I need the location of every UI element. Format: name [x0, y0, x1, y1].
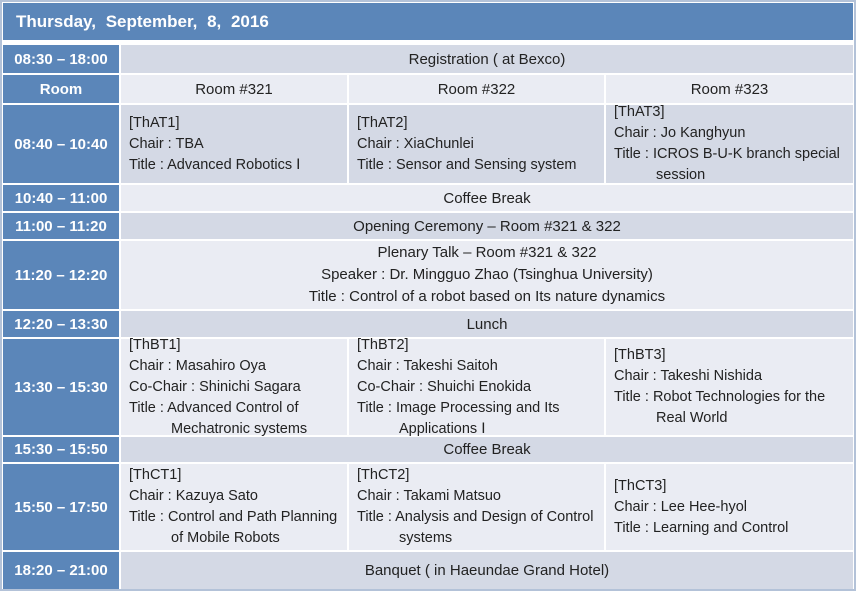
session-code: [ThAT2]	[357, 114, 408, 131]
plenary-speaker: Speaker : Dr. Mingguo Zhao (Tsinghua Uni…	[321, 266, 653, 283]
room-323-header: Room #323	[606, 75, 853, 103]
time-lunch: 12:20 – 13:30	[3, 311, 119, 337]
session-chair: Chair : Jo Kanghyun	[614, 125, 746, 141]
session-code: [ThAT3]	[614, 104, 665, 120]
session-code: [ThCT3]	[614, 477, 667, 494]
session-title-wrap: Applications Ⅰ	[399, 420, 486, 437]
session-cell-thbt1: [ThBT1] Chair : Masahiro Oya Co-Chair : …	[121, 337, 347, 437]
time-session-c: 15:50 – 17:50	[3, 464, 119, 550]
time-session-a: 08:40 – 10:40	[3, 105, 119, 183]
session-title: Title : Advanced Control of	[129, 399, 299, 416]
session-chair: Chair : Takeshi Nishida	[614, 368, 763, 384]
session-code: [ThBT2]	[357, 336, 409, 353]
session-title-wrap: of Mobile Robots	[171, 530, 280, 546]
session-cell-that1: [ThAT1] Chair : TBA Title : Advanced Rob…	[121, 105, 347, 183]
room-321-header: Room #321	[121, 75, 347, 103]
room-322-header: Room #322	[349, 75, 604, 103]
session-code: [ThBT3]	[614, 347, 666, 363]
time-registration: 08:30 – 18:00	[3, 45, 119, 73]
session-code: [ThAT1]	[129, 114, 180, 131]
time-coffee-2: 15:30 – 15:50	[3, 437, 119, 462]
opening-ceremony-cell: Opening Ceremony – Room #321 & 322	[121, 213, 853, 239]
session-title: Title : Advanced Robotics Ⅰ	[129, 156, 301, 173]
session-chair: Chair : Kazuya Sato	[129, 488, 258, 504]
coffee-break-1-cell: Coffee Break	[121, 185, 853, 211]
session-cell-thct1: [ThCT1] Chair : Kazuya Sato Title : Cont…	[121, 464, 347, 550]
lunch-cell: Lunch	[121, 311, 853, 337]
session-chair: Chair : TBA	[129, 135, 204, 152]
session-chair: Chair : Takami Matsuo	[357, 488, 501, 504]
time-banquet: 18:20 – 21:00	[3, 552, 119, 589]
session-chair: Chair : Lee Hee-hyol	[614, 498, 747, 515]
session-cell-thct3: [ThCT3] Chair : Lee Hee-hyol Title : Lea…	[606, 464, 853, 550]
time-session-b: 13:30 – 15:30	[3, 339, 119, 435]
session-cell-thbt2: [ThBT2] Chair : Takeshi Saitoh Co-Chair …	[349, 337, 604, 437]
session-title-wrap: Mechatronic systems	[171, 420, 308, 437]
session-chair: Chair : Masahiro Oya	[129, 357, 266, 374]
session-code: [ThBT1]	[129, 336, 181, 353]
session-cochair: Co-Chair : Shinichi Sagara	[129, 378, 301, 395]
session-chair: Chair : XiaChunlei	[357, 135, 474, 152]
registration-cell: Registration ( at Bexco)	[121, 45, 853, 73]
coffee-break-2-cell: Coffee Break	[121, 437, 853, 462]
banquet-cell: Banquet ( in Haeundae Grand Hotel)	[121, 552, 853, 589]
session-title: Title : ICROS B-U-K branch special	[614, 146, 840, 162]
session-cochair: Co-Chair : Shuichi Enokida	[357, 378, 532, 395]
session-cell-that3: [ThAT3] Chair : Jo Kanghyun Title : ICRO…	[606, 104, 853, 183]
plenary-talk-cell: Plenary Talk – Room #321 & 322 Speaker :…	[121, 241, 853, 309]
session-code: [ThCT1]	[129, 467, 182, 483]
session-cell-that2: [ThAT2] Chair : XiaChunlei Title : Senso…	[349, 105, 604, 183]
page-title: Thursday, September, 8, 2016	[3, 3, 853, 40]
session-title: Title : Control and Path Planning	[129, 509, 338, 525]
plenary-topic: Title : Control of a robot based on Its …	[308, 288, 666, 305]
session-chair: Chair : Takeshi Saitoh	[357, 357, 498, 374]
schedule-grid: 08:30 – 18:00 Registration ( at Bexco) R…	[3, 45, 853, 589]
plenary-title: Plenary Talk – Room #321 & 322	[377, 244, 597, 261]
time-coffee-1: 10:40 – 11:00	[3, 185, 119, 211]
session-title-wrap: Real World	[656, 410, 728, 426]
session-title: Title : Learning and Control	[614, 519, 789, 536]
time-plenary: 11:20 – 12:20	[3, 241, 119, 309]
session-title-wrap: systems	[399, 530, 453, 546]
session-title: Title : Analysis and Design of Control	[357, 509, 594, 525]
session-title: Title : Image Processing and Its	[357, 399, 560, 416]
session-title: Title : Sensor and Sensing system	[357, 156, 577, 173]
session-code: [ThCT2]	[357, 467, 410, 483]
session-cell-thct2: [ThCT2] Chair : Takami Matsuo Title : An…	[349, 464, 604, 550]
session-title: Title : Robot Technologies for the	[614, 389, 826, 405]
session-title-wrap: session	[656, 167, 706, 183]
session-cell-thbt3: [ThBT3] Chair : Takeshi Nishida Title : …	[606, 339, 853, 435]
room-column-header: Room	[3, 75, 119, 103]
time-opening: 11:00 – 11:20	[3, 213, 119, 239]
